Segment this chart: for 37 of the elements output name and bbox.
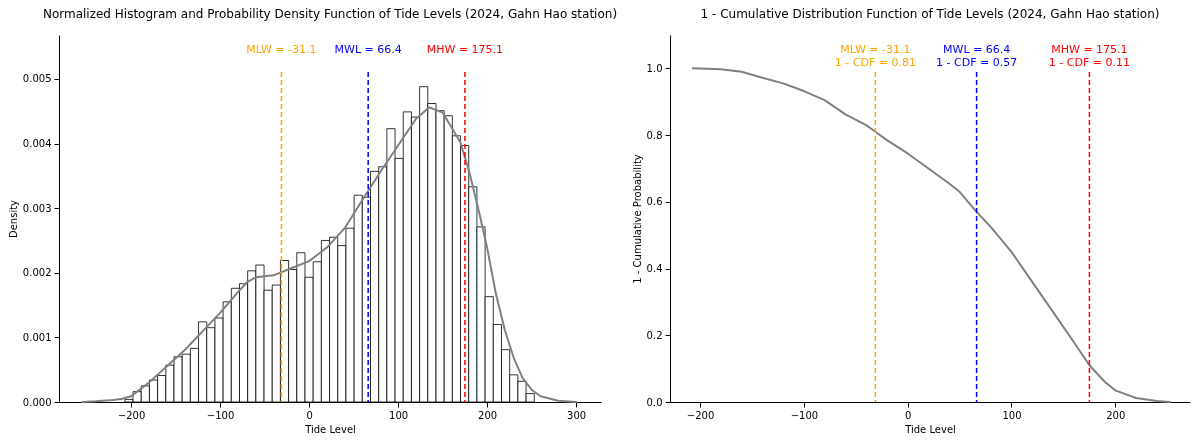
x-tick-label: 100: [389, 409, 409, 421]
ref-line-label: MWL = 66.4 1 - CDF = 0.57: [936, 43, 1018, 69]
y-tick-label: 0.000: [22, 396, 52, 408]
ref-line-label: MLW = -31.1 1 - CDF = 0.81: [834, 43, 916, 69]
x-tick-label: −100: [206, 409, 235, 421]
y-tick-label: 0.6: [646, 196, 663, 208]
y-tick-label: 0.005: [22, 73, 52, 85]
y-tick-label: 0.4: [646, 263, 663, 275]
x-axis-title: Tide Level: [304, 423, 356, 435]
y-tick-label: 0.0: [646, 396, 663, 408]
x-tick-label: 300: [567, 409, 587, 421]
ref-line-label: MLW = -31.1: [246, 43, 317, 56]
chart-title: Normalized Histogram and Probability Density Function of Tide Levels (2024, Gahn Hao station): [42, 7, 618, 21]
x-tick-label: 200: [478, 409, 498, 421]
x-tick-label: −200: [117, 409, 146, 421]
x-tick-label: 0: [905, 409, 912, 421]
x-tick-label: −100: [790, 409, 819, 421]
line-series: [81, 106, 578, 403]
x-tick-label: 0: [306, 409, 313, 421]
ref-line-label: MHW = 175.1: [426, 43, 504, 56]
x-tick-label: −200: [686, 409, 715, 421]
y-tick-label: 0.8: [646, 129, 663, 141]
chart-title: 1 - Cumulative Distribution Function of Tide Levels (2024, Gahn Hao station): [700, 7, 1160, 21]
y-tick-label: 0.004: [22, 138, 52, 150]
ref-line-label: MWL = 66.4: [334, 43, 402, 56]
y-tick-label: 0.2: [646, 329, 663, 341]
y-tick-label: 0.003: [22, 202, 52, 214]
y-tick-label: 0.002: [22, 267, 52, 279]
y-axis-title: Density: [7, 199, 19, 239]
y-tick-label: 1.0: [646, 62, 663, 74]
y-axis-title: 1 - Cumulative Probability: [631, 154, 643, 284]
x-tick-label: 200: [1106, 409, 1126, 421]
x-tick-label: 100: [1002, 409, 1022, 421]
line-series: [691, 67, 1172, 403]
x-axis-title: Tide Level: [904, 423, 956, 435]
y-tick-label: 0.001: [22, 331, 52, 343]
ref-line-label: MHW = 175.1 1 - CDF = 0.11: [1048, 43, 1130, 69]
